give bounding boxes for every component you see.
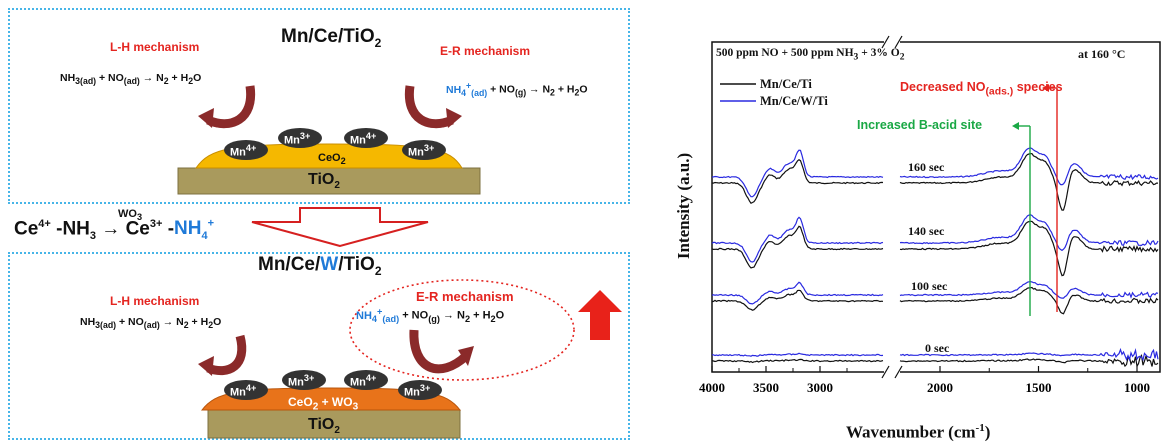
- x-tick-label-right-0: 2000: [927, 380, 953, 395]
- top-mn-ball-2: [278, 128, 322, 148]
- x-tick-label-left-0: 4000: [699, 380, 725, 395]
- spectrum-line-black-row3-seg0: [711, 358, 884, 364]
- spectrum-line-blue-row1-seg0: [711, 216, 884, 263]
- spectrum-line-black-row0-seg0: [711, 158, 884, 204]
- bottom-layer-label: CeO2 + WO3: [288, 395, 359, 413]
- legend-label-mn-ce-w-ti: Mn/Ce/W/Ti: [760, 94, 828, 108]
- bottom-mn-ball-4: [398, 380, 442, 400]
- time-label-100: 100 sec: [911, 279, 948, 293]
- spectrum-line-black-row1-seg1: [899, 220, 1159, 277]
- spectrum-line-blue-row3-seg0: [712, 352, 884, 357]
- top-er-curved-arrow: [404, 85, 454, 129]
- spectrum-line-blue-row3-seg1: [899, 347, 1159, 362]
- spectrum-line-black-row2-seg0: [711, 289, 884, 311]
- spectrum-condition: 500 ppm NO + 500 ppm NH3 + 3% O2: [716, 47, 905, 63]
- spectrum-line-black-row1-seg0: [711, 225, 884, 269]
- middle-wo3-label: WO3: [118, 208, 143, 223]
- x-tick-label-left-2: 3000: [807, 380, 833, 395]
- axis-break-gap-bottom: [884, 366, 900, 378]
- top-mn-label-4: Mn3+: [408, 143, 435, 159]
- top-mn-ball-1: [224, 140, 268, 160]
- y-axis-label: Intensity (a.u.): [674, 152, 693, 260]
- x-tick-label-right-2: 1000: [1124, 380, 1150, 395]
- top-mn-label-1: Mn4+: [230, 143, 257, 159]
- spectrum-line-blue-row2-seg0: [711, 281, 884, 305]
- top-lh-equation: NH3(ad) + NO(ad) → N2 + H2O: [60, 72, 202, 87]
- top-catalyst-illustration: [177, 85, 481, 195]
- top-mn-ball-4: [402, 140, 446, 160]
- top-tio2-label: TiO2: [308, 171, 340, 192]
- bottom-catalyst-illustration: [198, 279, 622, 439]
- bottom-mn-ball-1: [224, 380, 268, 400]
- bottom-lh-label: L-H mechanism: [110, 294, 200, 308]
- middle-equation: Ce4+ -NH3 → Ce3+ -NH4+: [14, 218, 215, 243]
- top-ceo2-label: CeO2: [318, 152, 346, 167]
- annotation-decreased-no: Decreased NO(ads.) species: [900, 80, 1063, 98]
- transition-down-arrow: [251, 207, 429, 248]
- bottom-mn-label-2: Mn3+: [288, 373, 315, 389]
- spectrum-line-blue-row2-seg1: [899, 280, 1159, 299]
- axis-break-gap-top: [884, 36, 900, 48]
- top-er-label: E-R mechanism: [440, 44, 531, 58]
- top-tio2-support: [177, 167, 481, 195]
- bottom-panel-title: Mn/Ce/W/TiO2: [258, 254, 382, 278]
- annotation-increased-b-acid: Increased B-acid site: [857, 118, 983, 132]
- bottom-er-label: E-R mechanism: [416, 289, 514, 304]
- x-tick-label-left-1: 3500: [753, 380, 779, 395]
- bottom-mn-label-3: Mn4+: [350, 373, 377, 389]
- time-label-160: 160 sec: [908, 160, 945, 174]
- spectrum-line-black-row3-seg1: [899, 354, 1159, 368]
- top-mn-label-3: Mn4+: [350, 131, 377, 147]
- top-mn-ball-3: [344, 128, 388, 148]
- bottom-er-equation: NH4+(ad) + NO(g) → N2 + H2O: [356, 306, 505, 324]
- bottom-er-curved-arrow: [409, 329, 470, 374]
- top-lh-curved-arrow: [206, 85, 256, 129]
- bottom-mn-ball-2: [282, 370, 326, 390]
- top-er-equation: NH4+(ad) + NO(g) → N2 + H2O: [446, 80, 588, 98]
- bottom-mn-label-4: Mn3+: [404, 383, 431, 399]
- x-axis-label: Wavenumber (cm-1): [846, 422, 991, 442]
- spectrum-line-blue-row1-seg1: [899, 214, 1159, 252]
- spectrum-line-black-row2-seg1: [899, 286, 1159, 315]
- spectrum-line-blue-row0-seg1: [899, 147, 1159, 186]
- bottom-lh-curved-arrow: [206, 334, 247, 376]
- top-panel-title: Mn/Ce/TiO2: [281, 26, 382, 50]
- spectrum-line-blue-row0-seg0: [711, 149, 884, 198]
- er-highlight-circle: [349, 279, 575, 381]
- increase-up-arrow: [578, 290, 622, 340]
- x-tick-label-right-1: 1500: [1026, 380, 1052, 395]
- bottom-lh-equation: NH3(ad) + NO(ad) → N2 + H2O: [80, 316, 222, 331]
- top-lh-label: L-H mechanism: [110, 40, 200, 54]
- bottom-tio2-support: [207, 409, 461, 439]
- spectrum-temperature: at 160 °C: [1078, 47, 1126, 61]
- time-label-0: 0 sec: [925, 341, 950, 355]
- spectrum-line-black-row0-seg1: [899, 152, 1158, 211]
- bottom-tio2-label: TiO2: [308, 416, 340, 437]
- time-label-140: 140 sec: [908, 224, 945, 238]
- legend-label-mn-ce-ti: Mn/Ce/Ti: [760, 77, 812, 91]
- top-mn-label-2: Mn3+: [284, 131, 311, 147]
- plot-frame: [711, 41, 1161, 373]
- bottom-mn-ball-3: [344, 370, 388, 390]
- bottom-mn-label-1: Mn4+: [230, 383, 257, 399]
